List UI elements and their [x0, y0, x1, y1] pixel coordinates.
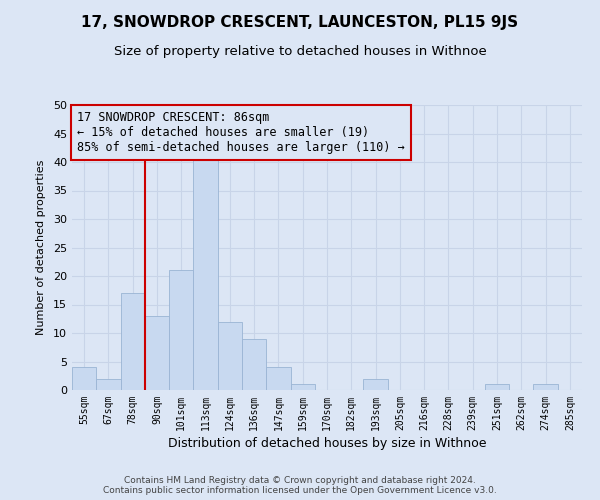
Bar — [266, 367, 290, 390]
Bar — [290, 384, 315, 390]
Bar — [169, 270, 193, 390]
Bar — [121, 293, 145, 390]
Bar — [242, 338, 266, 390]
Bar — [533, 384, 558, 390]
Text: 17, SNOWDROP CRESCENT, LAUNCESTON, PL15 9JS: 17, SNOWDROP CRESCENT, LAUNCESTON, PL15 … — [82, 15, 518, 30]
Bar — [485, 384, 509, 390]
X-axis label: Distribution of detached houses by size in Withnoe: Distribution of detached houses by size … — [168, 437, 486, 450]
Bar — [96, 378, 121, 390]
Bar — [218, 322, 242, 390]
Text: Size of property relative to detached houses in Withnoe: Size of property relative to detached ho… — [113, 45, 487, 58]
Text: 17 SNOWDROP CRESCENT: 86sqm
← 15% of detached houses are smaller (19)
85% of sem: 17 SNOWDROP CRESCENT: 86sqm ← 15% of det… — [77, 110, 405, 154]
Bar — [145, 316, 169, 390]
Bar — [72, 367, 96, 390]
Y-axis label: Number of detached properties: Number of detached properties — [36, 160, 46, 335]
Bar — [364, 378, 388, 390]
Text: Contains HM Land Registry data © Crown copyright and database right 2024.
Contai: Contains HM Land Registry data © Crown c… — [103, 476, 497, 495]
Bar — [193, 156, 218, 390]
